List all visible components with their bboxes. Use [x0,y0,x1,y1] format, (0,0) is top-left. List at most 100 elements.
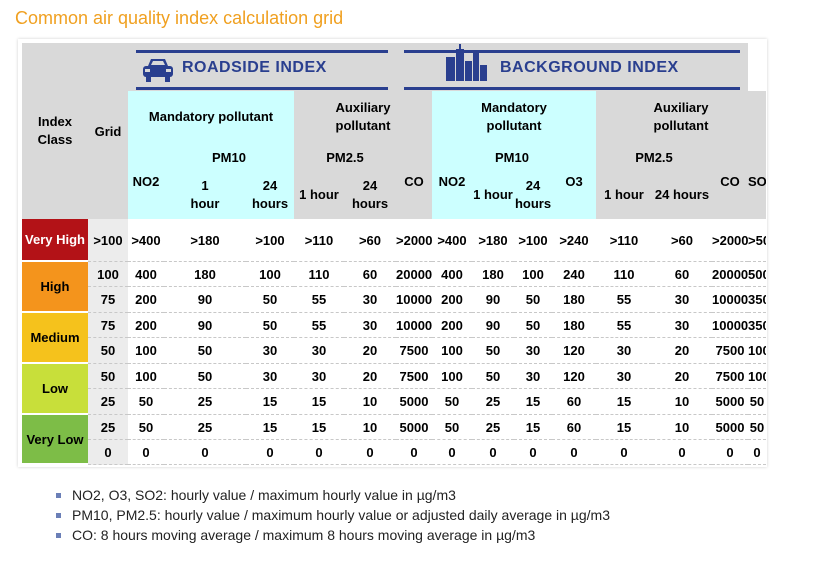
table-cell: >500 [748,219,766,262]
table-cell: 15 [246,415,294,440]
bullet-icon [56,533,61,538]
table-cell: 0 [472,440,514,465]
roadside-pm10-24h-header: 24 hours [246,171,294,219]
table-cell: 0 [246,440,294,465]
table-cell: 10 [344,415,396,440]
table-cell: >110 [294,219,344,262]
table-cell: 15 [294,415,344,440]
table-cell: 110 [596,262,652,287]
table-cell: 50 [472,364,514,389]
table-cell: >240 [552,219,596,262]
table-cell: 25 [164,389,246,415]
table-cell: 30 [294,364,344,389]
table-cell: 5000 [712,415,748,440]
table-cell: >100 [88,219,128,262]
table-cell: 100 [246,262,294,287]
table-cell: 30 [294,338,344,364]
aqi-grid-panel: Index Class Grid ROADSIDE INDEX [18,39,767,467]
table-cell: 30 [652,313,712,338]
table-cell: 50 [246,313,294,338]
table-cell: 180 [472,262,514,287]
roadside-pm25-24h-header: 24 hours [344,171,396,219]
class-medium: Medium [22,313,88,364]
table-cell: 25 [164,415,246,440]
table-cell: 25 [472,415,514,440]
table-cell: 30 [344,287,396,313]
class-high: High [22,262,88,313]
background-pm10-1h-header: 1 hour [472,171,514,219]
table-cell: 0 [552,440,596,465]
table-cell: 55 [596,313,652,338]
table-cell: >400 [432,219,472,262]
table-cell: 30 [652,287,712,313]
table-cell: 90 [164,313,246,338]
table-cell: 50 [164,338,246,364]
footnote-text: PM10, PM2.5: hourly value / maximum hour… [72,507,610,523]
table-cell: 50 [88,364,128,389]
table-cell: 15 [514,415,552,440]
table-cell: 55 [294,287,344,313]
table-cell: 90 [164,287,246,313]
table-cell: 0 [652,440,712,465]
page-title: Common air quality index calculation gri… [15,8,344,28]
table-cell: 10 [652,415,712,440]
table-cell: 5000 [712,389,748,415]
table-cell: 110 [294,262,344,287]
footnote: NO2, O3, SO2: hourly value / maximum hou… [56,485,610,505]
table-cell: 100 [432,364,472,389]
table-cell: 30 [246,364,294,389]
table-cell: 0 [748,440,766,465]
table-cell: 30 [514,364,552,389]
table-cell: >100 [514,219,552,262]
roadside-index-title: ROADSIDE INDEX [182,59,327,76]
index-class-header: Index Class [22,43,88,219]
table-cell: 180 [552,313,596,338]
table-cell: 60 [344,262,396,287]
table-cell: 200 [432,313,472,338]
table-cell: 50 [472,338,514,364]
table-cell: 10000 [712,287,748,313]
footnote-text: NO2, O3, SO2: hourly value / maximum hou… [72,487,456,503]
class-very-high: Very High [22,219,88,262]
background-index-title: BACKGROUND INDEX [500,59,679,76]
table-cell: 200 [128,313,164,338]
table-cell: >180 [164,219,246,262]
table-cell: 50 [164,364,246,389]
footnote: CO: 8 hours moving average / maximum 8 h… [56,525,610,545]
table-cell: 400 [128,262,164,287]
table-cell: 50 [432,389,472,415]
background-mandatory-header: Mandatory pollutant [432,91,596,143]
table-cell: 100 [128,364,164,389]
bullet-icon [56,493,61,498]
table-cell: 0 [294,440,344,465]
table-cell: 25 [472,389,514,415]
table-cell: 7500 [712,364,748,389]
table-cell: 30 [596,364,652,389]
car-icon [143,59,173,82]
city-buildings-icon [446,44,487,81]
footnote-text: CO: 8 hours moving average / maximum 8 h… [72,527,536,543]
table-cell: 50 [514,313,552,338]
table-cell: 15 [246,389,294,415]
table-cell: 75 [88,287,128,313]
table-cell: 25 [88,389,128,415]
table-cell: >60 [344,219,396,262]
table-cell: 200 [128,287,164,313]
table-cell: 10000 [396,313,432,338]
table-cell: 100 [514,262,552,287]
table-cell: 500 [748,262,766,287]
table-cell: 30 [344,313,396,338]
table-cell: 90 [472,287,514,313]
roadside-no2-header: NO2 [128,143,164,219]
table-cell: 0 [396,440,432,465]
roadside-pm10-header: PM10 [164,143,294,171]
table-cell: 15 [596,415,652,440]
table-cell: 90 [472,313,514,338]
table-cell: 10000 [712,313,748,338]
table-cell: 0 [596,440,652,465]
table-cell: 100 [748,338,766,364]
table-cell: 7500 [712,338,748,364]
table-cell: 50 [246,287,294,313]
table-cell: 30 [514,338,552,364]
table-cell: 20 [652,338,712,364]
